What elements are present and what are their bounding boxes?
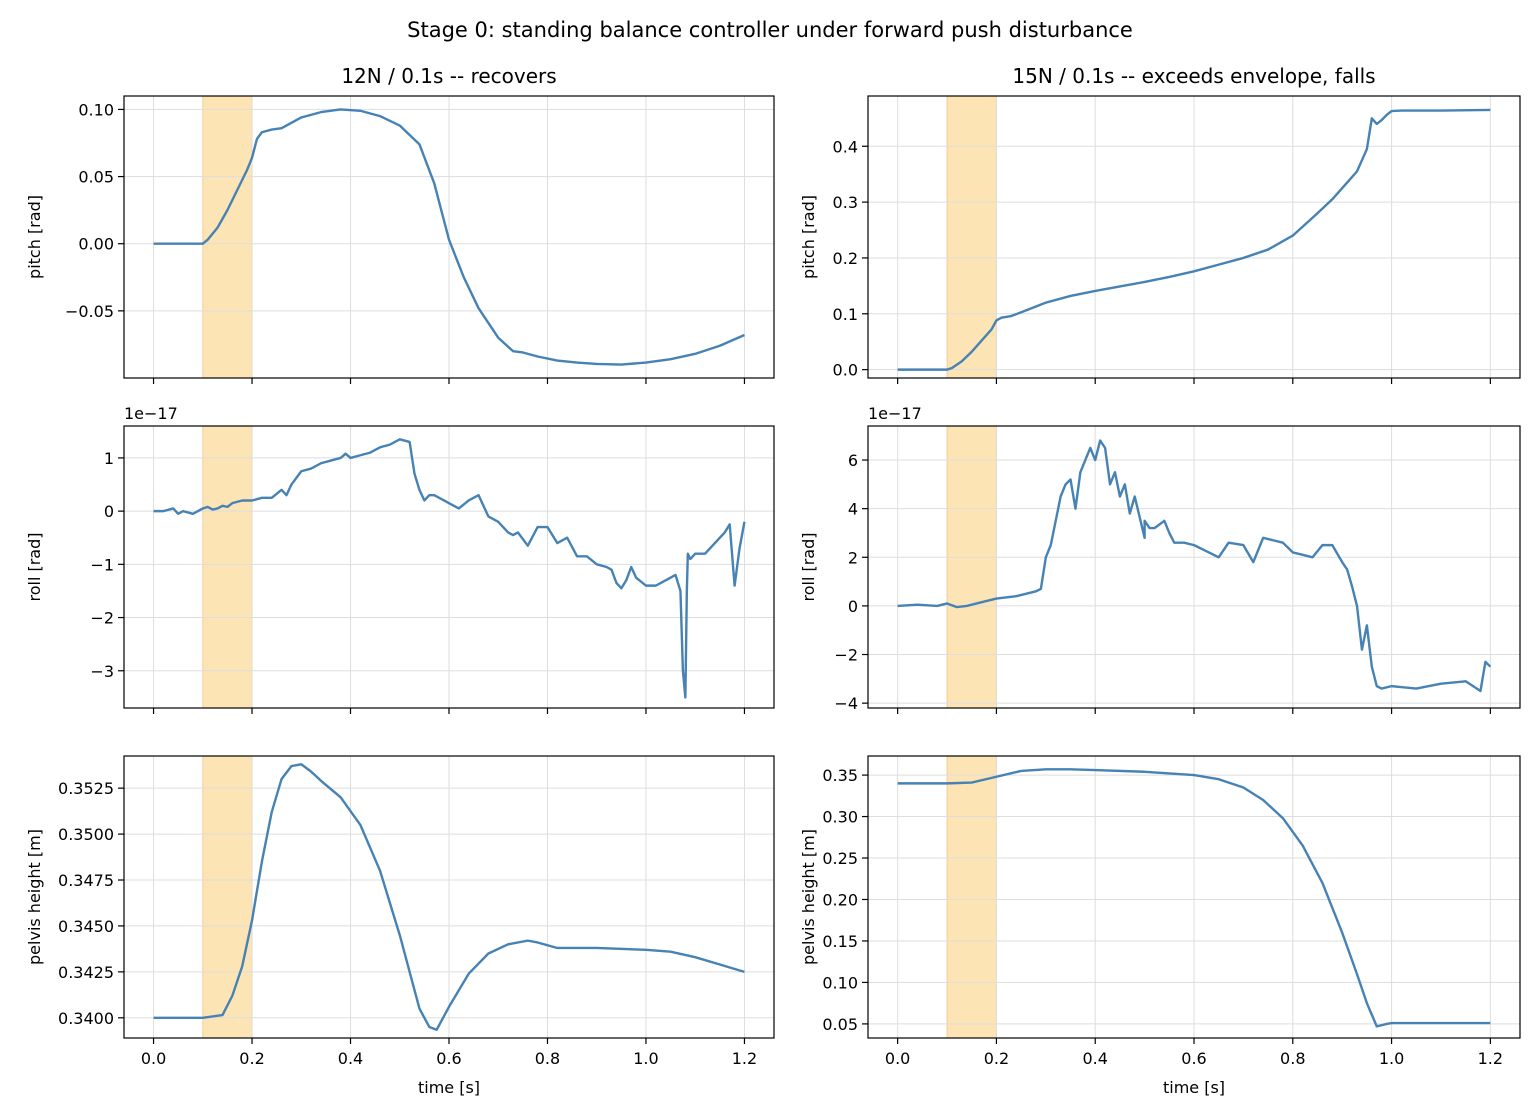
y-axis-label: pelvis height [m] — [25, 829, 44, 965]
subplot-title: 12N / 0.1s -- recovers — [341, 64, 556, 88]
series-line — [153, 438, 746, 699]
x-tick-label: 0.2 — [239, 1049, 264, 1068]
y-offset-label: 1e−17 — [868, 404, 922, 423]
y-tick-label: 0.3475 — [58, 871, 114, 890]
x-tick-label: 0.4 — [1082, 1049, 1107, 1068]
subplot-roll-15N: −4 −2 0 2 4 6 1e−17 roll [rad] — [799, 404, 1521, 714]
y-tick-label: 0 — [848, 597, 858, 616]
series-line — [897, 768, 1491, 1028]
figure-title: Stage 0: standing balance controller und… — [407, 18, 1133, 42]
push-window-band — [202, 755, 253, 1039]
y-tick-label: 0.05 — [822, 1015, 858, 1034]
subplot-title: 15N / 0.1s -- exceeds envelope, falls — [1012, 64, 1375, 88]
x-tick-label: 0.6 — [436, 1049, 461, 1068]
x-tick-label: 0.0 — [141, 1049, 166, 1068]
y-tick-label: 0.10 — [822, 973, 858, 992]
x-tick-label: 1.0 — [1379, 1049, 1404, 1068]
y-tick-label: 0.3425 — [58, 963, 114, 982]
y-tick-label: 0.3450 — [58, 917, 114, 936]
y-tick-label: −3 — [90, 662, 114, 681]
y-axis-label: pitch [rad] — [799, 195, 818, 279]
y-tick-label: 1 — [104, 449, 114, 468]
series-line — [153, 108, 745, 366]
y-tick-label: 0 — [104, 502, 114, 521]
y-tick-label: 0.10 — [78, 100, 114, 119]
y-tick-label: −2 — [90, 609, 114, 628]
y-axis-label: roll [rad] — [799, 532, 818, 601]
x-tick-label: 0.6 — [1181, 1049, 1206, 1068]
y-offset-label: 1e−17 — [124, 404, 178, 423]
subplot-height-15N: 0.0 0.2 0.4 0.6 0.8 1.0 1.2 0.05 0.10 0.15 0.20 0.2… — [799, 755, 1521, 1097]
y-tick-label: −2 — [834, 646, 858, 665]
x-tick-label: 1.2 — [732, 1049, 757, 1068]
y-tick-label: 0.15 — [822, 932, 858, 951]
y-tick-label: 0.25 — [822, 849, 858, 868]
subplot-pitch-12N: −0.05 0.00 0.05 0.10 pitch [rad] 12N / 0.1s -… — [25, 64, 775, 384]
series-line — [897, 439, 1492, 693]
push-window-band — [202, 425, 253, 709]
y-tick-label: 0.4 — [833, 137, 858, 156]
x-tick-label: 1.2 — [1478, 1049, 1503, 1068]
y-tick-label: 0.00 — [78, 235, 114, 254]
push-window-band — [946, 425, 997, 709]
y-axis-label: pitch [rad] — [25, 195, 44, 279]
x-tick-label: 1.0 — [633, 1049, 658, 1068]
y-tick-label: −1 — [90, 555, 114, 574]
x-tick-label: 0.8 — [1280, 1049, 1305, 1068]
y-tick-label: 0.3500 — [58, 825, 114, 844]
y-tick-label: 0.1 — [833, 305, 858, 324]
push-window-band — [946, 95, 997, 379]
y-tick-label: 0.0 — [833, 361, 858, 380]
y-tick-label: 4 — [848, 500, 858, 519]
y-tick-label: 0.3525 — [58, 779, 114, 798]
x-axis-label: time [s] — [1163, 1078, 1225, 1097]
y-tick-label: −4 — [834, 694, 858, 713]
y-axis-label: pelvis height [m] — [799, 829, 818, 965]
y-tick-label: 0.35 — [822, 766, 858, 785]
subplot-height-12N: 0.0 0.2 0.4 0.6 0.8 1.0 1.2 0.3400 0.3425 0.3450 0… — [25, 755, 775, 1097]
y-tick-label: 6 — [848, 451, 858, 470]
y-tick-label: 0.20 — [822, 890, 858, 909]
x-tick-label: 0.0 — [885, 1049, 910, 1068]
series-line — [153, 763, 745, 1031]
y-tick-label: 0.2 — [833, 249, 858, 268]
subplot-roll-12N: −3 −2 −1 0 1 1e−17 roll [rad] — [25, 404, 775, 714]
push-window-band — [946, 755, 997, 1039]
y-tick-label: −0.05 — [65, 302, 114, 321]
x-tick-label: 0.2 — [984, 1049, 1009, 1068]
series-line — [897, 108, 1491, 371]
y-tick-label: 0.3 — [833, 193, 858, 212]
x-tick-label: 0.4 — [338, 1049, 363, 1068]
y-axis-label: roll [rad] — [25, 532, 44, 601]
y-tick-label: 0.30 — [822, 808, 858, 827]
y-tick-label: 2 — [848, 548, 858, 567]
x-tick-label: 0.8 — [535, 1049, 560, 1068]
x-axis-label: time [s] — [418, 1078, 480, 1097]
y-tick-label: 0.05 — [78, 168, 114, 187]
y-tick-label: 0.3400 — [58, 1009, 114, 1028]
subplot-pitch-15N: 0.0 0.1 0.2 0.3 0.4 pitch [rad] 15N / 0.1s -- … — [799, 64, 1521, 384]
